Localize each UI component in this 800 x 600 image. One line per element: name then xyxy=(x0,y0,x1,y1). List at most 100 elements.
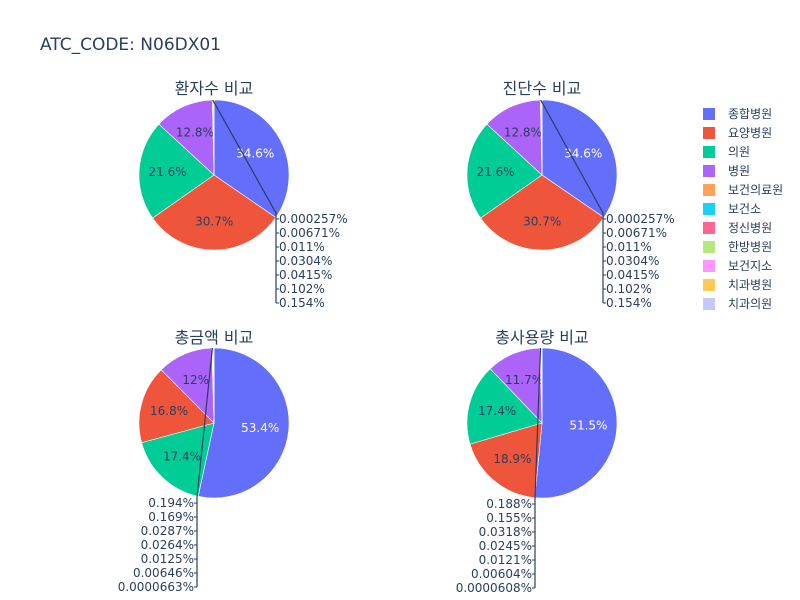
legend-label: 종합병원 xyxy=(728,107,772,121)
legend-label: 보건의료원 xyxy=(728,183,783,197)
chart-title: ATC_CODE: N06DX01 xyxy=(40,35,221,55)
pie-title: 총사용량 비교 xyxy=(495,328,588,347)
pie-chart-1: 환자수 비교 34.6% 30.7% 21.6% 12.8% 0.000257%0.006… xyxy=(138,79,348,310)
pie-slice xyxy=(152,174,277,251)
pie-chart-4: 총사용량 비교51.5%18.9%17.4%11.7%0.188%0.155%0… xyxy=(456,328,618,595)
legend-item[interactable]: 의원 xyxy=(703,145,750,159)
slice-label: 17.4% xyxy=(478,404,516,418)
outside-slice-label: 0.0415% xyxy=(606,268,659,282)
legend-label: 한방병원 xyxy=(728,240,772,254)
outside-slice-label: 0.0121% xyxy=(479,553,532,567)
outside-slice-label: 0.00646% xyxy=(133,566,194,580)
outside-slice-label: 0.0125% xyxy=(141,552,194,566)
pie-chart-2: 진단수 비교 34.6% 30.7% 21.6% 12.8% 0.000257%0.006… xyxy=(466,79,675,310)
legend-swatch xyxy=(703,146,715,158)
leader-line xyxy=(196,347,213,587)
outside-slice-label: 0.154% xyxy=(606,296,652,310)
outside-slice-label: 0.0245% xyxy=(479,539,532,553)
slice-label: 16.8% xyxy=(150,404,188,418)
outside-slice-label: 0.000257% xyxy=(606,212,675,226)
legend-swatch xyxy=(703,298,715,310)
legend-item[interactable]: 종합병원 xyxy=(703,107,772,121)
slice-label: 34.6% xyxy=(236,146,274,160)
pie-slice xyxy=(469,422,543,498)
outside-slice-label: 0.011% xyxy=(606,240,652,254)
outside-slice-label: 0.102% xyxy=(606,282,652,296)
legend-item[interactable]: 보건소 xyxy=(703,202,761,216)
legend-item[interactable]: 병원 xyxy=(703,164,750,178)
pie-slice xyxy=(138,369,215,444)
legend-swatch xyxy=(703,184,715,196)
legend-label: 병원 xyxy=(728,164,750,178)
legend-label: 보건지소 xyxy=(728,259,772,273)
leader-line xyxy=(540,99,604,303)
legend-label: 보건소 xyxy=(728,202,761,216)
slice-label: 11.7% xyxy=(505,373,543,387)
legend-label: 치과병원 xyxy=(728,278,772,292)
legend-label: 정신병원 xyxy=(728,221,772,235)
legend-label: 치과의원 xyxy=(728,297,772,311)
legend-item[interactable]: 보건의료원 xyxy=(703,183,783,197)
pie-slice xyxy=(541,99,618,218)
outside-slice-label: 0.0304% xyxy=(279,254,332,268)
outside-slice-label: 0.169% xyxy=(148,510,194,524)
outside-slice-label: 0.000257% xyxy=(279,212,348,226)
outside-slice-label: 0.194% xyxy=(148,496,194,510)
pie-slice xyxy=(197,347,290,499)
outside-slice-label: 0.188% xyxy=(486,497,532,511)
slice-label: 53.4% xyxy=(241,421,279,435)
legend-swatch xyxy=(703,165,715,177)
slice-label: 30.7% xyxy=(195,215,233,229)
legend-swatch xyxy=(703,279,715,291)
outside-slice-label: 0.0287% xyxy=(141,524,194,538)
outside-slice-label: 0.0318% xyxy=(479,525,532,539)
outside-slice-label: 0.0304% xyxy=(606,254,659,268)
legend-item[interactable]: 치과의원 xyxy=(703,297,772,311)
legend-item[interactable]: 정신병원 xyxy=(703,221,772,235)
legend-swatch xyxy=(703,260,715,272)
outside-slice-label: 0.0000608% xyxy=(456,581,532,595)
slice-label: 21.6% xyxy=(149,165,187,179)
slice-label: 34.6% xyxy=(564,146,602,160)
pie-grid: 환자수 비교34.6%30.7%21.6%12.8%0.000257%0.006… xyxy=(118,79,675,595)
pie-slice xyxy=(466,123,543,219)
slice-label: 21.6% xyxy=(477,165,515,179)
outside-slice-label: 0.155% xyxy=(486,511,532,525)
outside-slice-label: 0.102% xyxy=(279,282,325,296)
legend-swatch xyxy=(703,108,715,120)
slice-label: 30.7% xyxy=(523,215,561,229)
pie-title: 진단수 비교 xyxy=(503,79,582,98)
legend-swatch xyxy=(703,127,715,139)
pie-slice xyxy=(141,422,215,497)
slice-label: 18.9% xyxy=(493,452,531,466)
legend-swatch xyxy=(703,203,715,215)
legend-item[interactable]: 치과병원 xyxy=(703,278,772,292)
outside-slice-label: 0.00671% xyxy=(279,226,340,240)
pie-slice xyxy=(480,174,605,251)
slice-label: 12.8% xyxy=(176,126,214,140)
pie-slice xyxy=(158,99,215,176)
pie-chart-3: 총금액 비교53.4%17.4%16.8%12%0.194%0.169%0.02… xyxy=(118,328,290,594)
outside-slice-label: 0.00671% xyxy=(606,226,667,240)
outside-slice-label: 0.0415% xyxy=(279,268,332,282)
legend-item[interactable]: 요양병원 xyxy=(703,126,772,140)
pie-slice xyxy=(138,123,215,219)
pie-title: 환자수 비교 xyxy=(175,79,254,98)
outside-slice-label: 0.011% xyxy=(279,240,325,254)
outside-slice-label: 0.0264% xyxy=(141,538,194,552)
pie-slice xyxy=(486,99,543,176)
pie-slice xyxy=(534,347,618,499)
pie-slice xyxy=(213,99,290,218)
legend-swatch xyxy=(703,241,715,253)
slice-label: 12.8% xyxy=(504,126,542,140)
legend-item[interactable]: 보건지소 xyxy=(703,259,772,273)
leader-line xyxy=(534,347,542,588)
slice-label: 17.4% xyxy=(163,450,201,464)
outside-slice-label: 0.0000663% xyxy=(118,580,194,594)
outside-slice-label: 0.154% xyxy=(279,296,325,310)
legend-swatch xyxy=(703,222,715,234)
legend-item[interactable]: 한방병원 xyxy=(703,240,772,254)
outside-slice-label: 0.00604% xyxy=(471,567,532,581)
legend-label: 의원 xyxy=(728,145,750,159)
